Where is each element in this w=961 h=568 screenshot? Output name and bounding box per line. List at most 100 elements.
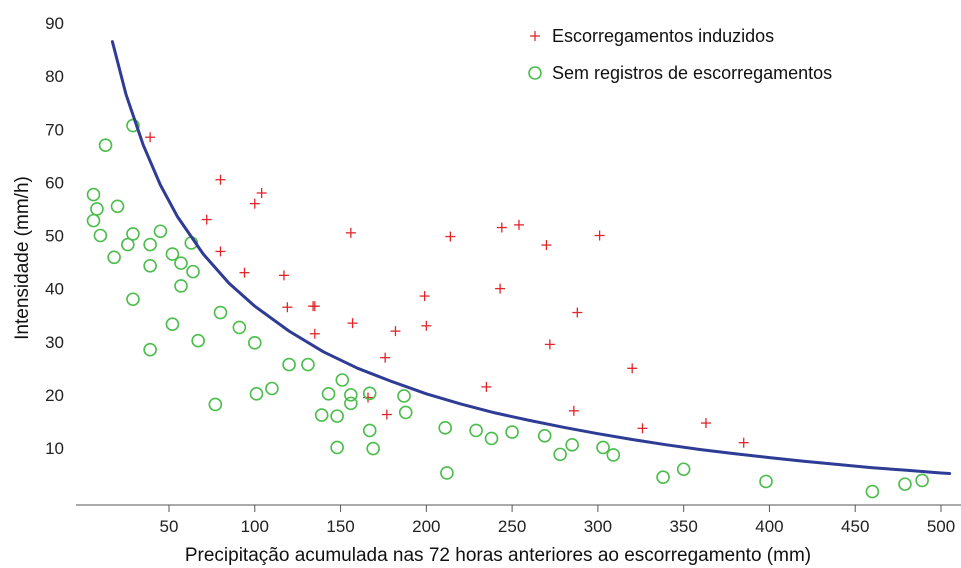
- circle-point: [110, 199, 125, 214]
- y-axis: 10 20 30 40 50 60 70 80 90: [45, 14, 64, 458]
- plus-point: [282, 302, 293, 313]
- circle-point: [174, 279, 188, 293]
- circle-point: [90, 202, 104, 216]
- circle-point: [314, 408, 329, 422]
- circle-point: [676, 462, 691, 477]
- circle-point: [143, 258, 157, 273]
- circle-point: [330, 409, 344, 423]
- legend-label: Escorregamentos induzidos: [552, 26, 774, 46]
- plus-point: [738, 437, 749, 448]
- circle-point: [335, 373, 350, 387]
- plus-point: [347, 318, 358, 329]
- circle-point: [98, 138, 113, 152]
- circle-point: [153, 224, 168, 239]
- plus-point: [481, 381, 492, 392]
- threshold-curve: [110, 40, 952, 475]
- circle-point: [537, 428, 552, 443]
- circle-point: [565, 438, 579, 452]
- x-tick-label: 200: [412, 517, 440, 536]
- circle-point: [397, 389, 411, 403]
- circle-point: [438, 421, 453, 435]
- circle-point: [282, 357, 296, 372]
- y-tick-label: 20: [45, 386, 64, 405]
- circle-point: [232, 320, 247, 335]
- plus-point: [421, 320, 432, 331]
- circle-point: [186, 264, 200, 279]
- circle-point: [606, 448, 621, 462]
- plus-point: [239, 267, 250, 278]
- circle-point: [344, 396, 358, 411]
- circle-point: [366, 441, 380, 456]
- x-tick-label: 300: [584, 517, 612, 536]
- x-tick-label: 100: [241, 517, 269, 536]
- circle-point: [143, 342, 157, 357]
- circle-point: [143, 237, 157, 252]
- circle-point: [107, 250, 121, 265]
- threshold-curve-layer: [110, 40, 952, 475]
- plus-point: [594, 230, 605, 241]
- x-tick-label: 450: [841, 517, 869, 536]
- x-axis-label: Precipitação acumulada nas 72 horas ante…: [185, 545, 811, 566]
- y-tick-label: 60: [45, 173, 64, 192]
- plus-point: [627, 363, 638, 374]
- circle-point: [174, 256, 188, 270]
- circle-point: [484, 431, 499, 446]
- plus-point: [637, 423, 648, 434]
- plus-point: [445, 231, 456, 242]
- plus-point: [495, 283, 506, 294]
- plus-point: [309, 301, 320, 312]
- plus-point: [249, 198, 260, 209]
- y-axis-label: Intensidade (mm/h): [12, 176, 33, 340]
- series-sem-registros: [86, 118, 929, 499]
- circle-point: [362, 386, 377, 401]
- y-tick-label: 40: [45, 280, 64, 299]
- y-tick-label: 90: [45, 14, 64, 33]
- circle-point: [469, 423, 483, 438]
- plus-point: [278, 270, 289, 281]
- x-tick-label: 350: [669, 517, 697, 536]
- circle-point: [126, 292, 140, 307]
- circle-point: [86, 187, 101, 202]
- circle-point: [249, 387, 264, 401]
- y-tick-label: 50: [45, 227, 64, 246]
- plot-area: [86, 118, 929, 499]
- circle-point: [596, 440, 610, 455]
- plus-point: [201, 214, 212, 225]
- plus-point: [513, 219, 524, 230]
- plus-point: [544, 339, 555, 350]
- plus-point: [145, 132, 156, 143]
- circle-point: [165, 247, 180, 261]
- y-tick-label: 10: [45, 439, 64, 458]
- legend-label: Sem registros de escorregamentos: [552, 63, 832, 83]
- circle-point: [301, 357, 315, 372]
- plus-point: [215, 174, 226, 185]
- circle-point: [656, 470, 670, 485]
- circle-point: [865, 484, 880, 499]
- plus-point: [541, 240, 552, 251]
- circle-point: [321, 387, 336, 401]
- y-tick-label: 80: [45, 67, 64, 86]
- circle-point: [553, 447, 567, 462]
- y-tick-label: 30: [45, 333, 64, 352]
- circle-point: [898, 477, 912, 491]
- plus-point: [380, 352, 391, 363]
- plus-point: [215, 246, 226, 257]
- x-tick-label: 400: [755, 517, 783, 536]
- circle-point: [344, 388, 358, 402]
- circle-point: [213, 305, 228, 320]
- legend-item: Escorregamentos induzidos: [530, 26, 774, 46]
- legend: Escorregamentos induzidos Sem registros d…: [528, 26, 832, 83]
- circle-point: [208, 397, 223, 412]
- circle-point: [121, 237, 135, 252]
- plus-point: [568, 405, 579, 416]
- series-escorregamentos-induzidos: [145, 132, 749, 448]
- circle-point: [247, 336, 262, 350]
- y-tick-label: 70: [45, 120, 64, 139]
- plus-point: [419, 291, 430, 302]
- circle-point: [362, 423, 377, 438]
- plus-point: [390, 326, 401, 337]
- plus-point: [345, 227, 356, 238]
- circle-point: [165, 317, 180, 332]
- circle-point: [440, 466, 454, 480]
- plus-point: [381, 409, 392, 420]
